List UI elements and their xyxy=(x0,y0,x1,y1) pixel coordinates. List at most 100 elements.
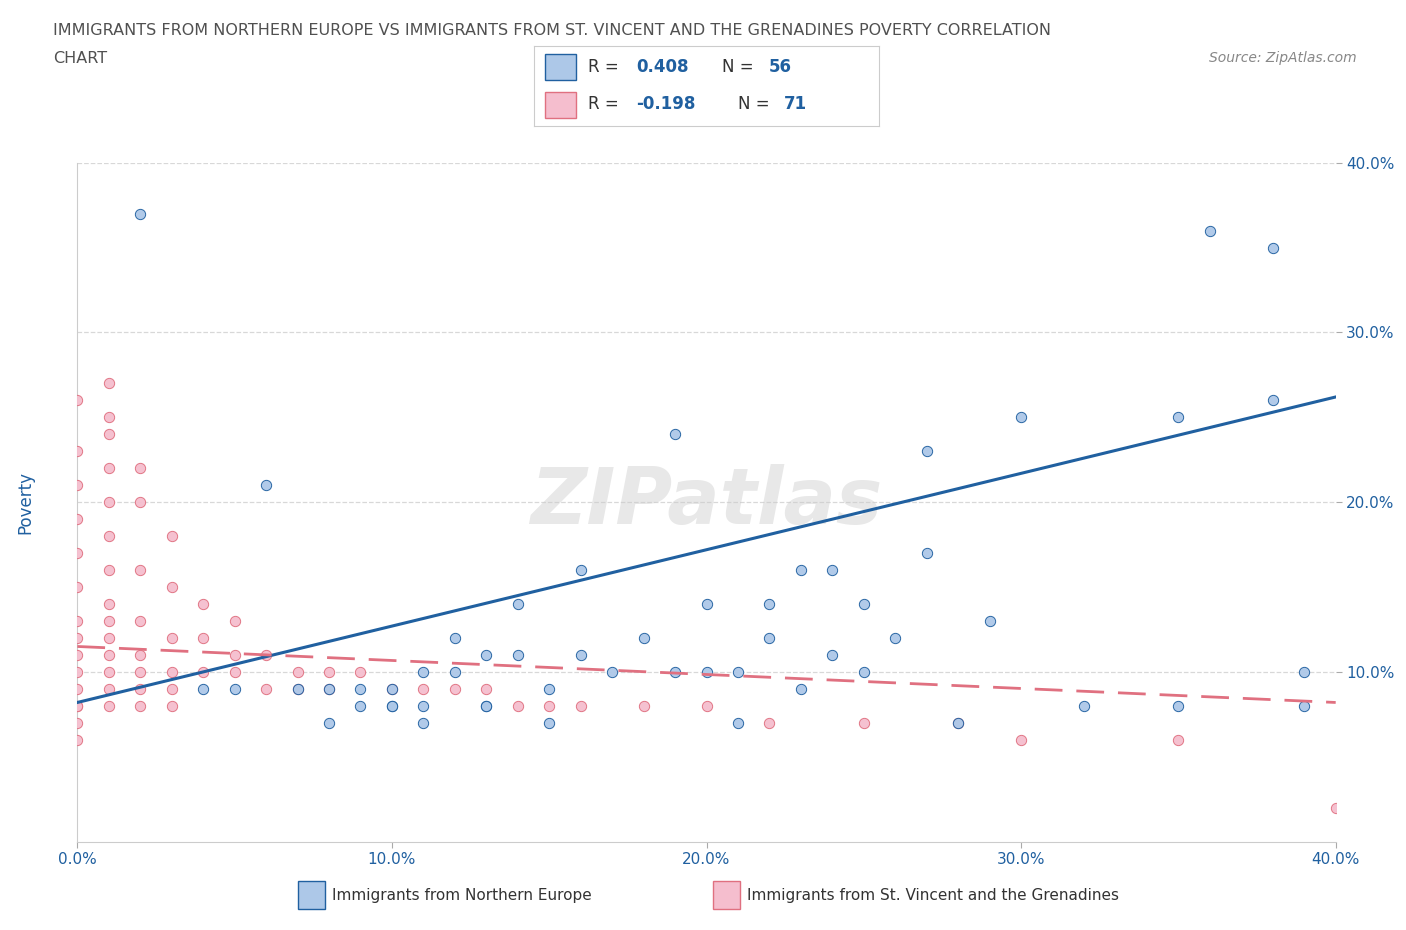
Point xyxy=(475,682,498,697)
Point xyxy=(569,647,592,662)
Text: Immigrants from St. Vincent and the Grenadines: Immigrants from St. Vincent and the Gren… xyxy=(747,887,1119,903)
Point xyxy=(444,631,467,645)
Point xyxy=(884,631,907,645)
Point xyxy=(412,682,434,697)
Point xyxy=(381,682,404,697)
Point xyxy=(191,631,215,645)
Point xyxy=(633,698,655,713)
Point xyxy=(349,698,371,713)
Point xyxy=(1324,800,1347,815)
Point xyxy=(1167,733,1189,748)
Text: 71: 71 xyxy=(785,95,807,113)
Point xyxy=(129,664,152,679)
Point xyxy=(66,512,89,526)
Point xyxy=(727,664,749,679)
Point xyxy=(506,647,529,662)
Point xyxy=(475,698,498,713)
Point xyxy=(129,682,152,697)
Point xyxy=(758,715,780,730)
Point xyxy=(381,682,404,697)
Point xyxy=(852,664,875,679)
Point xyxy=(444,682,467,697)
Point xyxy=(224,682,246,697)
Point xyxy=(97,698,120,713)
FancyBboxPatch shape xyxy=(713,882,741,910)
Point xyxy=(412,698,434,713)
FancyBboxPatch shape xyxy=(298,882,325,910)
Point xyxy=(66,631,89,645)
Point xyxy=(412,715,434,730)
Point xyxy=(1167,698,1189,713)
Point xyxy=(97,495,120,510)
Point xyxy=(1198,223,1220,238)
Point xyxy=(538,715,561,730)
Point xyxy=(790,682,813,697)
Point xyxy=(97,563,120,578)
Text: Immigrants from Northern Europe: Immigrants from Northern Europe xyxy=(332,887,592,903)
Point xyxy=(287,664,309,679)
Point xyxy=(66,444,89,458)
Text: IMMIGRANTS FROM NORTHERN EUROPE VS IMMIGRANTS FROM ST. VINCENT AND THE GRENADINE: IMMIGRANTS FROM NORTHERN EUROPE VS IMMIG… xyxy=(53,23,1052,38)
Point xyxy=(506,597,529,612)
Point xyxy=(160,631,183,645)
Point xyxy=(1294,698,1316,713)
Point xyxy=(160,698,183,713)
Text: -0.198: -0.198 xyxy=(636,95,696,113)
Point xyxy=(1294,664,1316,679)
Text: Poverty: Poverty xyxy=(17,471,34,534)
Point xyxy=(979,614,1001,629)
Point xyxy=(569,698,592,713)
Point xyxy=(160,579,183,594)
Point xyxy=(821,563,844,578)
Point xyxy=(915,546,938,561)
Point xyxy=(191,682,215,697)
Point xyxy=(381,698,404,713)
Point xyxy=(475,647,498,662)
Point xyxy=(224,664,246,679)
Point xyxy=(129,495,152,510)
Point xyxy=(97,376,120,391)
Point xyxy=(129,647,152,662)
Point xyxy=(821,647,844,662)
Text: N =: N = xyxy=(738,95,769,113)
Point xyxy=(444,664,467,679)
Point xyxy=(129,461,152,476)
Point xyxy=(66,733,89,748)
Point xyxy=(948,715,970,730)
Point xyxy=(1010,410,1032,425)
Point xyxy=(129,614,152,629)
Text: ZIPatlas: ZIPatlas xyxy=(530,464,883,540)
Point xyxy=(66,698,89,713)
Point xyxy=(224,647,246,662)
Point xyxy=(254,478,277,493)
Point xyxy=(506,698,529,713)
Point xyxy=(66,682,89,697)
Point xyxy=(97,427,120,442)
Text: Source: ZipAtlas.com: Source: ZipAtlas.com xyxy=(1209,51,1357,65)
FancyBboxPatch shape xyxy=(544,54,575,81)
Text: N =: N = xyxy=(723,58,754,76)
Point xyxy=(66,698,89,713)
Point xyxy=(191,597,215,612)
Point xyxy=(66,664,89,679)
Point xyxy=(66,546,89,561)
Point xyxy=(538,698,561,713)
Point xyxy=(538,682,561,697)
Point xyxy=(160,528,183,543)
Text: R =: R = xyxy=(588,58,619,76)
Point xyxy=(97,631,120,645)
Point xyxy=(129,206,152,221)
Point xyxy=(696,698,718,713)
Point xyxy=(318,715,340,730)
Point xyxy=(66,478,89,493)
Point xyxy=(97,528,120,543)
Point xyxy=(287,682,309,697)
Point xyxy=(97,647,120,662)
Point xyxy=(66,614,89,629)
Text: R =: R = xyxy=(588,95,619,113)
Point xyxy=(129,563,152,578)
Point xyxy=(66,393,89,408)
Point xyxy=(1073,698,1095,713)
Point xyxy=(349,664,371,679)
Text: CHART: CHART xyxy=(53,51,107,66)
